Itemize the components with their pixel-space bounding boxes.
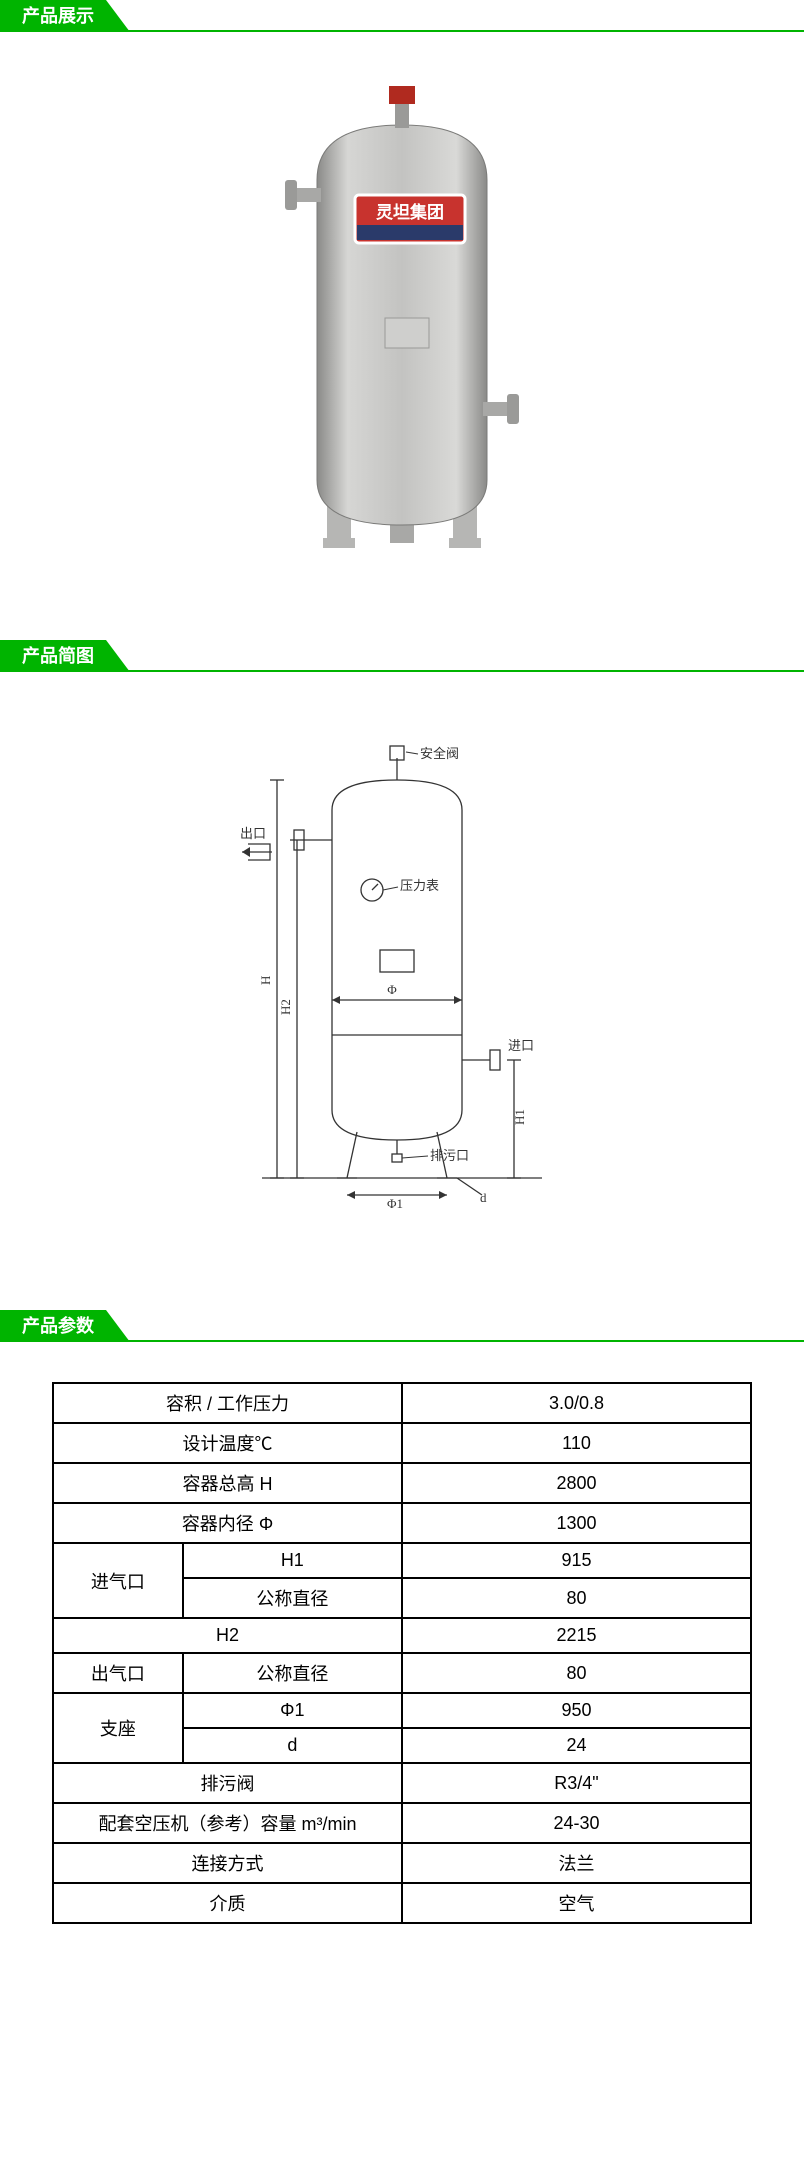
param-value: 80 (402, 1578, 751, 1618)
label-phi: Φ (387, 982, 397, 997)
tank-foot-right (449, 538, 481, 548)
param-group: 支座 (53, 1693, 183, 1763)
param-value: 950 (402, 1693, 751, 1728)
inspection-port (385, 318, 429, 348)
flange-left-pipe (295, 188, 321, 202)
param-sublabel: H1 (183, 1543, 402, 1578)
label-safety-valve: 安全阀 (420, 746, 459, 761)
param-label: H2 (53, 1618, 402, 1653)
label-inlet: 进口 (508, 1038, 534, 1053)
param-label: 容器内径 Φ (53, 1503, 402, 1543)
nameplate-text: 灵坦集团 (376, 202, 444, 222)
header-tab-display: 产品展示 (14, 0, 106, 30)
flange-right-pipe (483, 402, 509, 416)
outlet-arrow (242, 844, 272, 860)
table-row: 排污阀R3/4" (53, 1763, 751, 1803)
table-row: 设计温度℃110 (53, 1423, 751, 1463)
table-row: 容器总高 H2800 (53, 1463, 751, 1503)
param-value: 1300 (402, 1503, 751, 1543)
param-sublabel: 公称直径 (183, 1653, 402, 1693)
header-bar (0, 640, 14, 670)
params-body: 容积 / 工作压力3.0/0.8设计温度℃110容器总高 H2800容器内径 Φ… (0, 1382, 804, 1924)
param-value: 915 (402, 1543, 751, 1578)
params-table: 容积 / 工作压力3.0/0.8设计温度℃110容器总高 H2800容器内径 Φ… (52, 1382, 752, 1924)
label-H: H (258, 976, 273, 985)
label-phi1: Φ1 (387, 1196, 403, 1210)
label-pressure-gauge: 压力表 (400, 878, 439, 893)
section-header-display: 产品展示 (0, 0, 804, 32)
header-title-diagram: 产品简图 (22, 642, 94, 668)
param-label: 介质 (53, 1883, 402, 1923)
param-value: 法兰 (402, 1843, 751, 1883)
section-header-diagram: 产品简图 (0, 640, 804, 672)
table-row: 连接方式法兰 (53, 1843, 751, 1883)
param-sublabel: Φ1 (183, 1693, 402, 1728)
header-tab-params: 产品参数 (14, 1310, 106, 1340)
param-label: 容器总高 H (53, 1463, 402, 1503)
label-H1: H1 (512, 1109, 527, 1125)
schematic-svg: 安全阀 出口 压力表 Φ 进口 排污口 H H2 H1 Φ1 d (162, 740, 642, 1210)
table-row: 配套空压机（参考）容量 m³/min24-30 (53, 1803, 751, 1843)
param-group: 出气口 (53, 1653, 183, 1693)
table-row: 出气口公称直径80 (53, 1653, 751, 1693)
param-group: 进气口 (53, 1543, 183, 1618)
table-row: 介质空气 (53, 1883, 751, 1923)
diagram-body: 安全阀 出口 压力表 Φ 进口 排污口 H H2 H1 Φ1 d (0, 680, 804, 1310)
label-drain: 排污口 (430, 1148, 469, 1163)
label-d: d (480, 1190, 487, 1205)
table-row: 容器内径 Φ1300 (53, 1503, 751, 1543)
param-value: 110 (402, 1423, 751, 1463)
product-display-body: 灵坦集团 (0, 40, 804, 640)
header-title-params: 产品参数 (22, 1312, 94, 1338)
nameplate-strip (357, 225, 463, 240)
param-sublabel: d (183, 1728, 402, 1763)
param-value: 24 (402, 1728, 751, 1763)
param-value: 80 (402, 1653, 751, 1693)
table-row: H22215 (53, 1618, 751, 1653)
schematic-body (332, 780, 462, 1140)
label-H2: H2 (278, 999, 293, 1015)
param-value: 空气 (402, 1883, 751, 1923)
param-label: 设计温度℃ (53, 1423, 402, 1463)
header-bar (0, 0, 14, 30)
param-value: 3.0/0.8 (402, 1383, 751, 1423)
schematic-diagram: 安全阀 出口 压力表 Φ 进口 排污口 H H2 H1 Φ1 d (40, 700, 764, 1250)
table-row: 支座Φ1950 (53, 1693, 751, 1728)
param-value: 2800 (402, 1463, 751, 1503)
table-row: 进气口H1915 (53, 1543, 751, 1578)
param-label: 配套空压机（参考）容量 m³/min (53, 1803, 402, 1843)
table-row: 容积 / 工作压力3.0/0.8 (53, 1383, 751, 1423)
section-header-params: 产品参数 (0, 1310, 804, 1342)
safety-valve (389, 86, 415, 104)
param-label: 容积 / 工作压力 (53, 1383, 402, 1423)
flange-left (285, 180, 297, 210)
header-title-display: 产品展示 (22, 2, 94, 28)
flange-right (507, 394, 519, 424)
label-outlet: 出口 (240, 826, 266, 841)
param-label: 连接方式 (53, 1843, 402, 1883)
param-value: R3/4" (402, 1763, 751, 1803)
header-bar (0, 1310, 14, 1340)
param-value: 2215 (402, 1618, 751, 1653)
tank-illustration: 灵坦集团 (237, 80, 567, 560)
param-sublabel: 公称直径 (183, 1578, 402, 1618)
tank-foot-left (323, 538, 355, 548)
param-value: 24-30 (402, 1803, 751, 1843)
header-tab-diagram: 产品简图 (14, 640, 106, 670)
param-label: 排污阀 (53, 1763, 402, 1803)
product-photo: 灵坦集团 (40, 60, 764, 580)
